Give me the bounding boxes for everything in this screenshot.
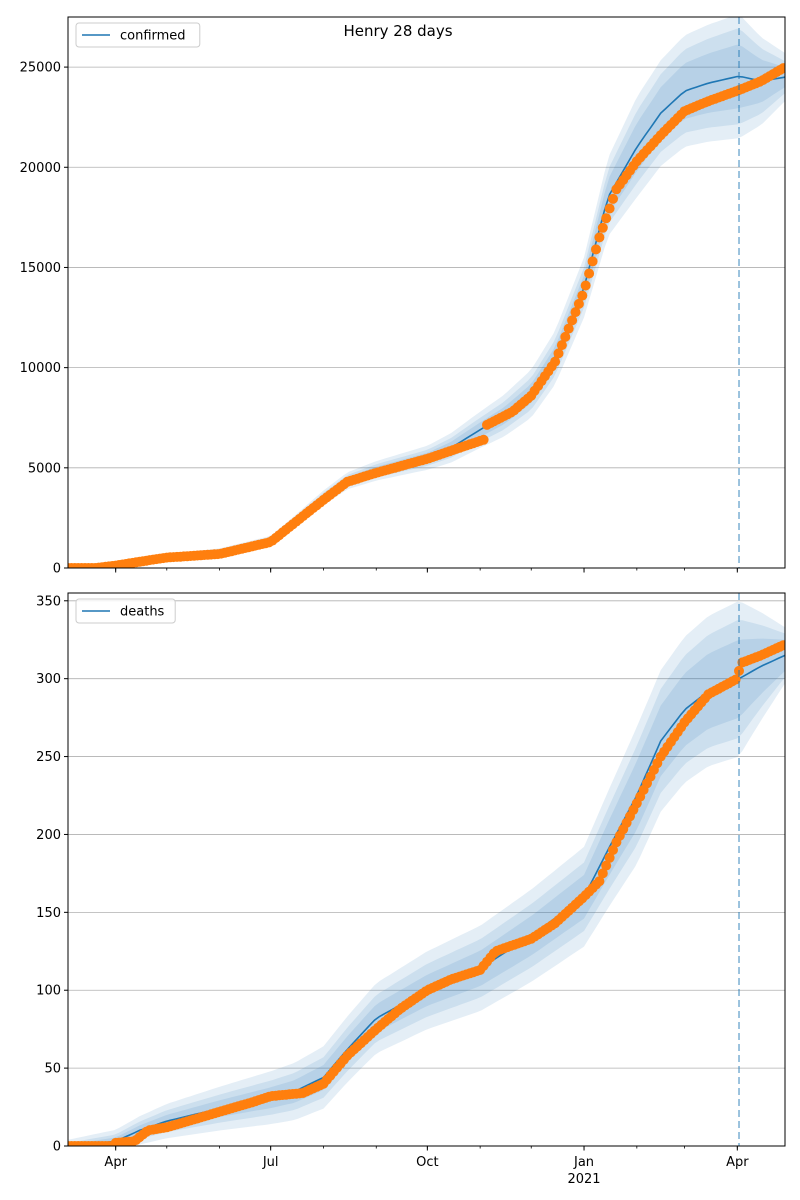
y-tick-label: 20000	[20, 161, 61, 176]
observed-point	[597, 222, 608, 233]
y-tick-label: 15000	[20, 261, 61, 276]
y-tick-label: 150	[36, 906, 61, 921]
y-tick-label: 300	[36, 672, 61, 687]
observed-point	[778, 63, 785, 74]
observed-point	[597, 868, 608, 879]
observed-point	[567, 315, 578, 326]
y-tick-label: 10000	[20, 361, 61, 376]
observed-point	[778, 640, 785, 651]
y-tick-label: 100	[36, 984, 61, 999]
x-tick-label: Apr	[104, 1155, 127, 1170]
x-tick-label: Jan	[573, 1155, 594, 1170]
x-tick-label: Oct	[416, 1155, 438, 1170]
y-tick-label: 5000	[28, 461, 61, 476]
y-tick-label: 25000	[20, 61, 61, 76]
observed-point	[577, 290, 588, 301]
x-tick-label: Jul	[262, 1155, 279, 1170]
legend-label: deaths	[120, 605, 165, 620]
legend-box	[75, 22, 201, 48]
observed-point	[601, 860, 612, 871]
plot-area	[68, 17, 785, 568]
observed-point	[594, 232, 605, 243]
legend-label: confirmed	[120, 29, 186, 44]
uncertainty-band	[68, 601, 785, 1146]
observed-point	[608, 845, 618, 855]
observed-point	[584, 268, 595, 279]
uncertainty-band	[68, 620, 785, 1146]
observed-point	[556, 340, 567, 351]
observed-point	[587, 256, 598, 267]
y-tick-label: 350	[36, 594, 61, 609]
observed-points	[68, 63, 785, 568]
y-tick-label: 200	[36, 828, 61, 843]
plot-area	[68, 601, 785, 1146]
observed-point	[591, 244, 601, 255]
observed-point	[478, 434, 489, 445]
y-tick-label: 50	[44, 1062, 61, 1077]
observed-point	[560, 331, 571, 342]
legend: confirmed	[75, 22, 201, 48]
uncertainty-band	[68, 638, 785, 1146]
observed-point	[601, 213, 612, 224]
x-tick-label: Apr	[726, 1155, 749, 1170]
axes-frame	[67, 16, 786, 569]
figure-title: Henry 28 days	[343, 22, 452, 40]
x-tick-year-label: 2021	[567, 1172, 600, 1187]
deaths-panel: 0 50 100 150 200 250 300 350 Apr Jul Oct Jan 2021 Apr…	[36, 592, 786, 1187]
observed-point	[553, 348, 564, 359]
confirmed-panel: 0 5000 10000 15000 20000 25000 confirmed	[20, 16, 786, 577]
observed-point	[608, 193, 618, 204]
observed-point	[570, 307, 581, 318]
observed-point	[594, 876, 605, 887]
observed-point	[550, 356, 561, 367]
y-tick-label: 0	[53, 1140, 61, 1155]
axes-frame	[67, 592, 786, 1147]
y-tick-label: 0	[53, 562, 61, 577]
y-tick-label: 250	[36, 750, 61, 765]
observed-point	[580, 280, 591, 291]
legend: deaths	[75, 598, 176, 624]
observed-point	[563, 323, 574, 334]
observed-points	[68, 640, 785, 1146]
observed-point	[730, 674, 741, 685]
observed-point	[573, 298, 584, 309]
legend-box	[75, 598, 176, 624]
observed-point	[604, 203, 615, 214]
observed-point	[604, 852, 615, 863]
